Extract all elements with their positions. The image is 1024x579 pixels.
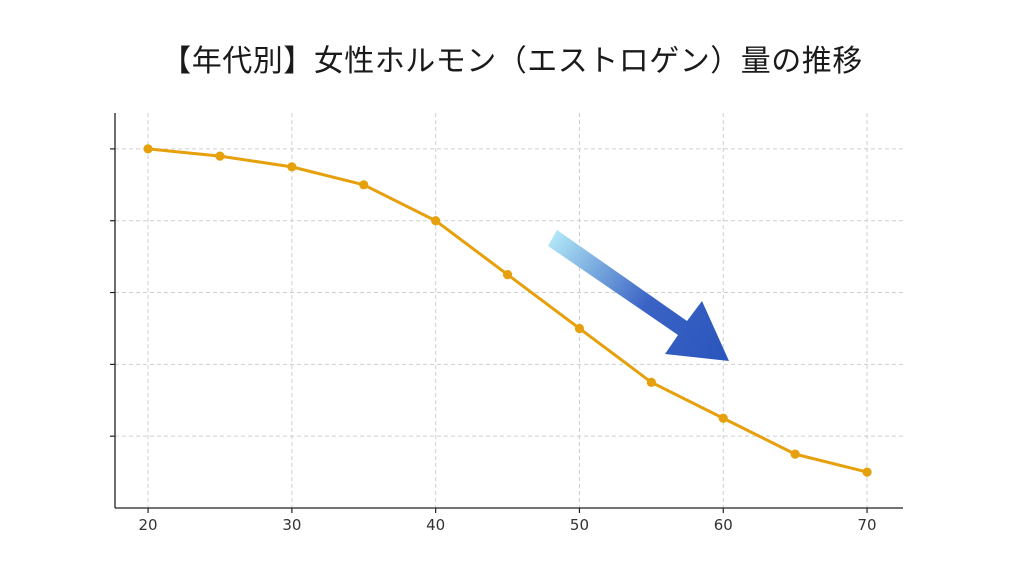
- decline-arrow-icon: [548, 230, 729, 361]
- series-line-0: [146, 147, 869, 474]
- decline-annotation: [548, 230, 729, 361]
- x-tick-labels: 20 30 40 50 60 70: [139, 516, 877, 534]
- data-point-30: [287, 162, 297, 172]
- series-layer: [146, 147, 869, 474]
- data-point-50: [574, 323, 585, 334]
- x-tick-label-70: 70: [858, 516, 877, 534]
- x-tick-label-50: 50: [570, 516, 589, 534]
- x-tick-label-20: 20: [139, 516, 158, 534]
- data-point-25: [215, 151, 225, 161]
- data-point-40: [431, 216, 441, 226]
- x-tick-label-60: 60: [714, 516, 733, 534]
- x-tick-label-40: 40: [426, 516, 445, 534]
- data-point-35: [359, 180, 369, 190]
- data-point-60: [718, 413, 728, 423]
- data-point-70: [862, 467, 872, 477]
- data-point-45: [502, 269, 513, 280]
- grid-lines: [115, 113, 903, 508]
- axes: [110, 113, 903, 513]
- data-points: [143, 144, 872, 477]
- data-point-65: [790, 449, 800, 459]
- data-point-20: [143, 144, 153, 154]
- chart-title: 【年代別】女性ホルモン（エストロゲン）量の推移: [161, 44, 863, 79]
- data-point-55: [646, 377, 656, 387]
- x-tick-label-30: 30: [282, 516, 301, 534]
